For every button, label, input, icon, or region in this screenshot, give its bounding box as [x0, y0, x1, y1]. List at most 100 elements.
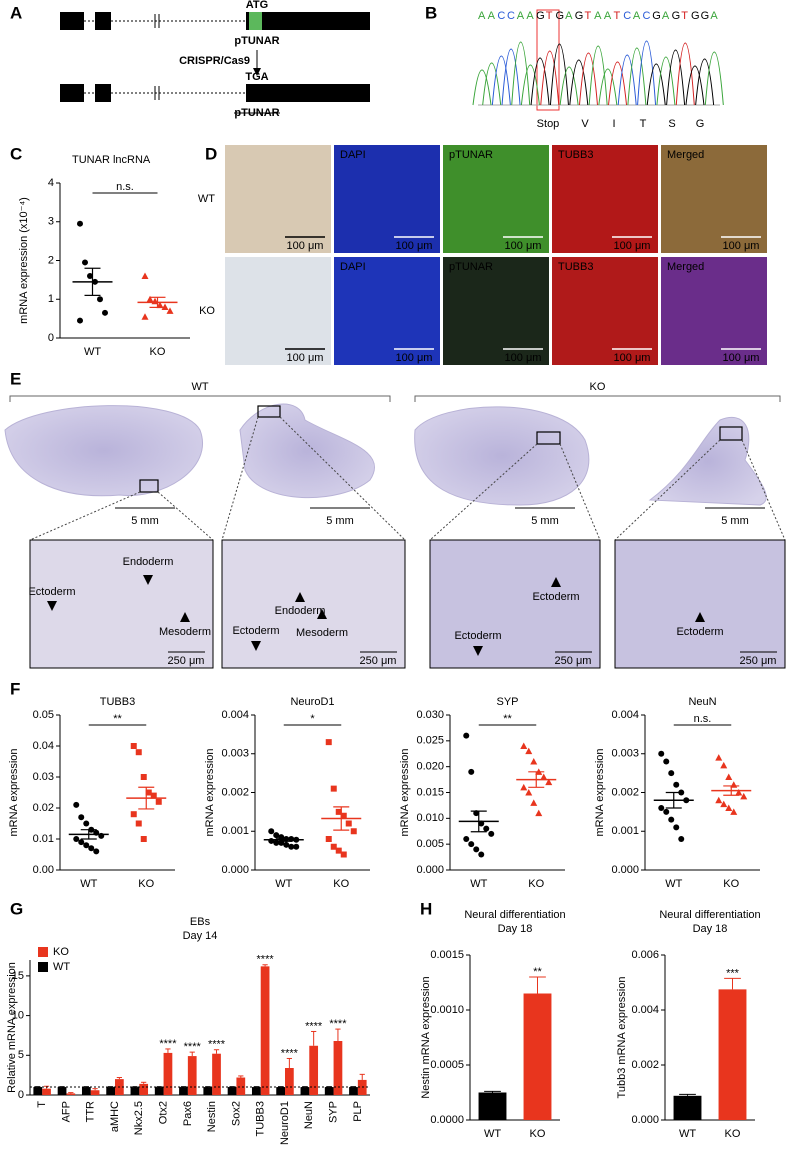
x-tick-label: WT [275, 878, 292, 890]
x-tick-label: KO [138, 878, 154, 890]
micrograph [661, 145, 767, 253]
chromatogram-peak [656, 56, 676, 106]
data-point [88, 845, 95, 852]
x-tick-label: WT [679, 1128, 696, 1140]
y-tick-label: 0.0015 [430, 949, 464, 961]
channel-label: TUBB3 [558, 261, 593, 273]
scale-label: 250 μm [360, 655, 397, 667]
bar [227, 1087, 237, 1095]
chromatogram-peak [704, 51, 724, 106]
significance-label: n.s. [694, 713, 712, 725]
scale-label: 100 μm [396, 240, 433, 252]
significance-label: ** [113, 713, 122, 725]
significance-label: **** [184, 1041, 202, 1053]
bar [81, 1087, 91, 1095]
group-bracket [414, 395, 781, 402]
data-point [288, 843, 295, 850]
x-tick-label: TTR [85, 1101, 97, 1122]
data-point [78, 814, 85, 821]
scale-label: 100 μm [614, 240, 651, 252]
chromatogram-peak [695, 58, 715, 106]
zoom-guide [157, 491, 214, 541]
scale-label: 100 μm [723, 352, 760, 364]
data-point [140, 774, 147, 780]
y-axis-label: mRNA expression [8, 748, 20, 836]
chromatogram-peak [491, 55, 511, 106]
y-axis-label: mRNA expression [204, 748, 216, 836]
group-label: WT [191, 381, 208, 393]
y-tick-label: 0.000 [611, 864, 639, 876]
chromatogram-peak [588, 45, 608, 106]
arrowhead [695, 612, 705, 622]
data-point [268, 828, 275, 835]
data-point [540, 773, 548, 780]
y-axis-label: mRNA expression (x10⁻⁴) [18, 197, 30, 324]
data-point [730, 808, 738, 815]
zoom-region [536, 431, 561, 445]
data-point [350, 828, 357, 835]
x-tick-label: WT [80, 878, 97, 890]
chart-title: EBs [190, 916, 211, 928]
y-tick-label: 0.006 [631, 949, 659, 961]
x-tick-label: NeuN [303, 1101, 315, 1129]
data-point [478, 851, 485, 858]
y-tick-label: 0.025 [416, 735, 444, 747]
group-bracket [9, 395, 391, 402]
data-point [658, 805, 665, 811]
data-point [77, 220, 83, 227]
data-point [658, 750, 665, 757]
data-point [740, 792, 748, 800]
panel-label: B [425, 3, 437, 22]
y-tick-label: 0.001 [221, 825, 249, 837]
y-tick-label: 0.002 [631, 1059, 659, 1071]
data-point [130, 811, 137, 818]
germ-layer-label: Ectoderm [676, 626, 723, 638]
panel-label: G [10, 899, 23, 918]
bar [333, 1041, 343, 1095]
bar [324, 1087, 334, 1095]
y-axis-label: mRNA expression [594, 748, 606, 836]
data-point [340, 851, 347, 858]
chart-title: NeuN [688, 696, 716, 708]
scale-label: 5 mm [131, 515, 159, 527]
chromatogram-peak [608, 61, 628, 106]
data-point [102, 309, 108, 316]
bar [349, 1087, 358, 1095]
amino-acid: G [696, 118, 705, 130]
y-tick-label: 1 [48, 293, 54, 305]
bar [203, 1087, 213, 1095]
y-tick-label: 0.01 [33, 833, 54, 845]
significance-label: *** [726, 967, 740, 979]
chromatogram-peak [646, 63, 666, 106]
y-tick-label: 10 [12, 1009, 24, 1021]
data-point [468, 768, 475, 775]
bar [251, 1087, 261, 1095]
data-point [78, 839, 85, 846]
bar [523, 993, 552, 1120]
channel-label: DAPI [340, 149, 366, 161]
y-tick-label: 3 [48, 216, 54, 228]
y-tick-label: 0.000 [416, 864, 444, 876]
group-label: KO [590, 381, 606, 393]
chart-subtitle: Day 18 [693, 923, 728, 935]
data-point [530, 758, 538, 765]
significance-label: **** [159, 1038, 177, 1050]
gene-label-struck: pTUNAR [234, 107, 279, 119]
data-point [273, 832, 280, 839]
y-axis-label: Tubb3 mRNA expression [616, 977, 628, 1099]
amino-acid: T [640, 118, 647, 130]
method-label: CRISPR/Cas9 [179, 55, 250, 67]
bar [309, 1045, 319, 1095]
y-tick-label: 4 [48, 177, 54, 189]
panel-label: F [10, 679, 20, 698]
data-point [488, 830, 495, 837]
data-point [135, 749, 142, 756]
arrowhead [295, 592, 305, 602]
data-point [325, 836, 332, 842]
x-tick-label: TUBB3 [255, 1101, 267, 1136]
x-tick-label: KO [528, 878, 544, 890]
x-tick-label: NeuroD1 [279, 1101, 291, 1145]
y-tick-label: 0.03 [33, 771, 54, 783]
data-point [535, 809, 543, 817]
germ-layer-label: Endoderm [275, 605, 326, 617]
